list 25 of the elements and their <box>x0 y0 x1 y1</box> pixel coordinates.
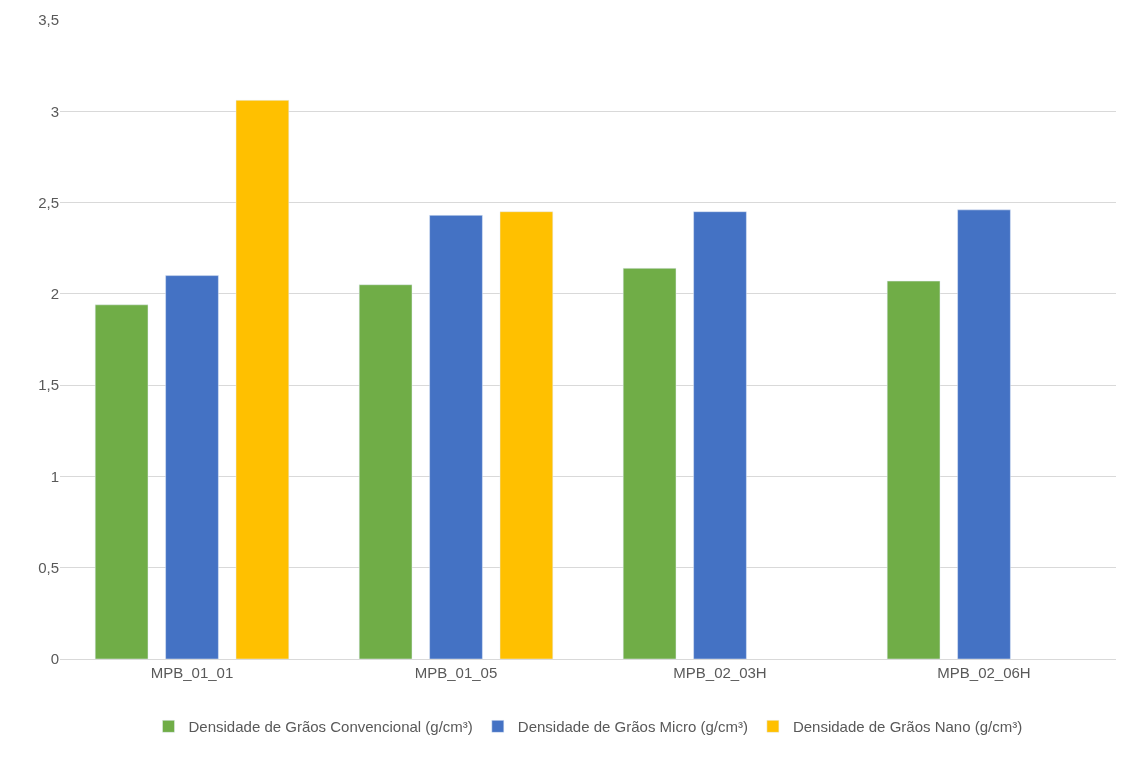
legend-label: Densidade de Grãos Nano (g/cm³) <box>792 718 1023 736</box>
bar <box>886 280 941 659</box>
bar <box>165 275 219 659</box>
y-tick-label: 1 <box>50 467 59 485</box>
y-tick-label: 1,5 <box>38 376 59 394</box>
x-tick-label: MPB_01_01 <box>150 664 234 681</box>
bar <box>499 211 554 659</box>
y-tick-label: 0,5 <box>38 558 59 576</box>
bar <box>358 284 413 659</box>
bar <box>235 100 290 659</box>
y-tick-label: 0 <box>50 650 59 668</box>
bar <box>622 268 677 659</box>
y-tick-label: 3,5 <box>38 11 59 29</box>
x-tick-label: MPB_01_05 <box>414 664 498 681</box>
y-tick-label: 2,5 <box>38 193 59 211</box>
y-tick-label: 3 <box>50 102 59 120</box>
x-tick-label: MPB_02_06H <box>937 664 1031 681</box>
bar <box>429 215 483 659</box>
bar <box>94 304 149 659</box>
x-tick-label: MPB_02_03H <box>673 664 767 681</box>
legend-label: Densidade de Grãos Convencional (g/cm³) <box>188 718 473 736</box>
bar <box>693 211 747 659</box>
y-tick-label: 2 <box>50 285 59 303</box>
legend-label: Densidade de Grãos Micro (g/cm³) <box>517 718 748 736</box>
bar <box>957 209 1011 659</box>
